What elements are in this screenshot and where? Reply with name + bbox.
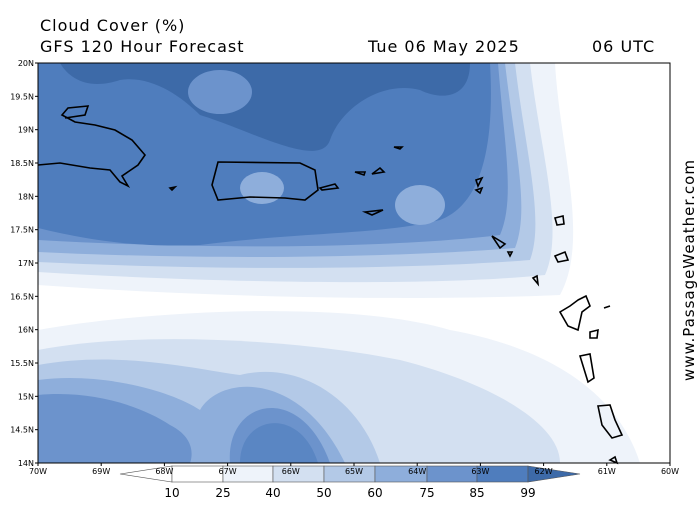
- cloud-field: [38, 63, 670, 463]
- colorbar-label: 85: [469, 486, 484, 500]
- lat-label: 18N: [18, 192, 34, 201]
- lon-label: 64W: [408, 467, 426, 476]
- colorbar-label: 10: [164, 486, 179, 500]
- lon-label: 60W: [661, 467, 679, 476]
- lat-label: 17N: [18, 259, 34, 268]
- lon-label: 66W: [282, 467, 300, 476]
- colorbar-label: 40: [265, 486, 280, 500]
- lat-label: 15.5N: [10, 359, 34, 368]
- lon-label: 62W: [535, 467, 553, 476]
- lat-label: 16N: [18, 326, 34, 335]
- lat-label: 19N: [18, 126, 34, 135]
- colorbar-label: 75: [419, 486, 434, 500]
- time: 06 UTC: [592, 37, 655, 56]
- colorbar-label: 60: [367, 486, 382, 500]
- colorbar: [119, 465, 581, 483]
- lon-label: 69W: [92, 467, 110, 476]
- lon-label: 61W: [598, 467, 616, 476]
- lat-label: 16.5N: [10, 292, 34, 301]
- lat-label: 20N: [18, 59, 34, 68]
- lon-label: 68W: [155, 467, 173, 476]
- watermark: www.PassageWeather.com: [680, 159, 698, 381]
- coastlines: [37, 105, 624, 465]
- title: Cloud Cover (%): [40, 16, 185, 35]
- lat-label: 17.5N: [10, 226, 34, 235]
- date: Tue 06 May 2025: [367, 37, 520, 56]
- colorbar-label: 99: [520, 486, 535, 500]
- colorbar-label: 50: [316, 486, 331, 500]
- lat-label: 15N: [18, 392, 34, 401]
- lat-label: 19.5N: [10, 92, 34, 101]
- lon-label: 65W: [345, 467, 363, 476]
- colorbar-label: 25: [215, 486, 230, 500]
- lat-label: 18.5N: [10, 159, 34, 168]
- lat-label: 14N: [18, 459, 34, 468]
- lon-label: 63W: [471, 467, 489, 476]
- lon-label: 70W: [29, 467, 47, 476]
- lat-label: 14.5N: [10, 426, 34, 435]
- lon-label: 67W: [219, 467, 237, 476]
- subtitle: GFS 120 Hour Forecast: [40, 37, 245, 56]
